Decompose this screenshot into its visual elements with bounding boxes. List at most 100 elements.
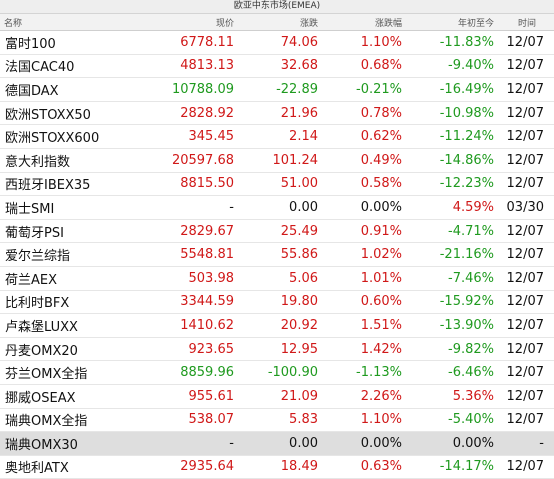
price-value: 1410.62 [134,313,240,338]
column-header-ytd[interactable]: 年初至今 [408,14,500,31]
time-value: 12/07 [500,77,554,102]
time-value: 12/07 [500,101,554,126]
time-value: 12/07 [500,384,554,409]
ytd-value: -5.40% [408,408,500,433]
time-value: 12/07 [500,337,554,362]
ytd-value: -14.17% [408,455,500,479]
price-value: 2828.92 [134,101,240,126]
table-row[interactable]: 瑞典OMX30-0.00 0.00% 0.00% - [0,431,554,456]
change-pct-value: 0.49% [324,148,408,173]
column-header-name[interactable]: 名称 [0,14,134,31]
index-name: 荷兰AEX [0,266,134,291]
change-pct-value: 1.01% [324,266,408,291]
time-value: 12/07 [500,408,554,433]
change-value: 55.86 [240,242,324,267]
change-value: 5.06 [240,266,324,291]
price-value: 345.45 [134,124,240,149]
change-pct-value: 1.51% [324,313,408,338]
ytd-value: 0.00% [408,431,500,456]
table-row[interactable]: 卢森堡LUXX 1410.62 20.92 1.51% -13.90% 12/07 [0,313,554,338]
change-pct-value: 1.10% [324,30,408,55]
index-name: 奥地利ATX [0,455,134,479]
time-value: 12/07 [500,266,554,291]
price-value: - [134,431,240,456]
ytd-value: 4.59% [408,195,500,220]
price-value: 955.61 [134,384,240,409]
price-value: - [134,195,240,220]
ytd-value: -4.71% [408,219,500,244]
column-header-change[interactable]: 涨跌 [240,14,324,31]
table-row[interactable]: 丹麦OMX20 923.65 12.95 1.42% -9.82% 12/07 [0,337,554,362]
change-value: 18.49 [240,455,324,479]
change-value: 12.95 [240,337,324,362]
price-value: 10788.09 [134,77,240,102]
panel-title: 欧亚中东市场(EMEA) [0,0,554,14]
time-value: 12/07 [500,30,554,55]
price-value: 5548.81 [134,242,240,267]
ytd-value: -9.82% [408,337,500,362]
table-row[interactable]: 欧洲STOXX50 2828.92 21.96 0.78% -10.98% 12/07 [0,101,554,126]
ytd-value: 5.36% [408,384,500,409]
change-value: 0.00 [240,195,324,220]
change-pct-value: 0.91% [324,219,408,244]
change-value: 21.09 [240,384,324,409]
change-value: -22.89 [240,77,324,102]
index-name: 瑞典OMX全指 [0,408,134,433]
index-name: 德国DAX [0,77,134,102]
column-header-time[interactable]: 时间 [500,14,554,31]
column-header-price[interactable]: 现价 [134,14,240,31]
index-name: 富时100 [0,30,134,55]
index-name: 意大利指数 [0,148,134,173]
table-row[interactable]: 西班牙IBEX35 8815.50 51.00 0.58% -12.23% 12/07 [0,172,554,197]
index-name: 比利时BFX [0,290,134,315]
price-value: 2829.67 [134,219,240,244]
table-row[interactable]: 挪威OSEAX 955.61 21.09 2.26% 5.36% 12/07 [0,384,554,409]
table-row[interactable]: 德国DAX 10788.09 -22.89 -0.21% -16.49% 12/07 [0,77,554,102]
table-row[interactable]: 爱尔兰综指 5548.81 55.86 1.02% -21.16% 12/07 [0,242,554,267]
table-row[interactable]: 荷兰AEX 503.98 5.06 1.01% -7.46% 12/07 [0,266,554,291]
table-row[interactable]: 瑞士SMI -0.00 0.00% 4.59% 03/30 [0,195,554,220]
index-name: 爱尔兰综指 [0,242,134,267]
index-name: 欧洲STOXX600 [0,124,134,149]
change-value: 21.96 [240,101,324,126]
table-row[interactable]: 富时100 6778.11 74.06 1.10% -11.83% 12/07 [0,30,554,55]
change-value: 51.00 [240,172,324,197]
index-name: 欧洲STOXX50 [0,101,134,126]
ytd-value: -10.98% [408,101,500,126]
price-value: 6778.11 [134,30,240,55]
table-row[interactable]: 欧洲STOXX600 345.45 2.14 0.62% -11.24% 12/07 [0,124,554,149]
time-value: 12/07 [500,360,554,385]
ytd-value: -7.46% [408,266,500,291]
table-row[interactable]: 奥地利ATX 2935.64 18.49 0.63% -14.17% 12/07 [0,455,554,479]
table-row[interactable]: 比利时BFX 3344.59 19.80 0.60% -15.92% 12/07 [0,290,554,315]
ytd-value: -14.86% [408,148,500,173]
price-value: 503.98 [134,266,240,291]
ytd-value: -12.23% [408,172,500,197]
change-pct-value: 0.00% [324,195,408,220]
column-header-change-pct[interactable]: 涨跌幅 [324,14,408,31]
time-value: 12/07 [500,455,554,479]
change-value: 20.92 [240,313,324,338]
time-value: 12/07 [500,242,554,267]
price-value: 3344.59 [134,290,240,315]
table-header-row: 名称 现价 涨跌 涨跌幅 年初至今 时间 [0,14,554,31]
change-value: -100.90 [240,360,324,385]
table-row[interactable]: 葡萄牙PSI 2829.67 25.49 0.91% -4.71% 12/07 [0,219,554,244]
index-name: 西班牙IBEX35 [0,172,134,197]
index-name: 丹麦OMX20 [0,337,134,362]
table-row[interactable]: 芬兰OMX全指 8859.96 -100.90 -1.13% -6.46% 12/07 [0,360,554,385]
change-pct-value: 0.60% [324,290,408,315]
table-row[interactable]: 法国CAC40 4813.13 32.68 0.68% -9.40% 12/07 [0,54,554,79]
time-value: 03/30 [500,195,554,220]
table-row[interactable]: 瑞典OMX全指 538.07 5.83 1.10% -5.40% 12/07 [0,408,554,433]
price-value: 4813.13 [134,54,240,79]
ytd-value: -9.40% [408,54,500,79]
price-value: 8859.96 [134,360,240,385]
time-value: 12/07 [500,124,554,149]
ytd-value: -11.24% [408,124,500,149]
change-pct-value: 1.10% [324,408,408,433]
index-name: 卢森堡LUXX [0,313,134,338]
time-value: 12/07 [500,148,554,173]
index-name: 瑞典OMX30 [0,431,134,456]
table-row[interactable]: 意大利指数 20597.68 101.24 0.49% -14.86% 12/07 [0,148,554,173]
